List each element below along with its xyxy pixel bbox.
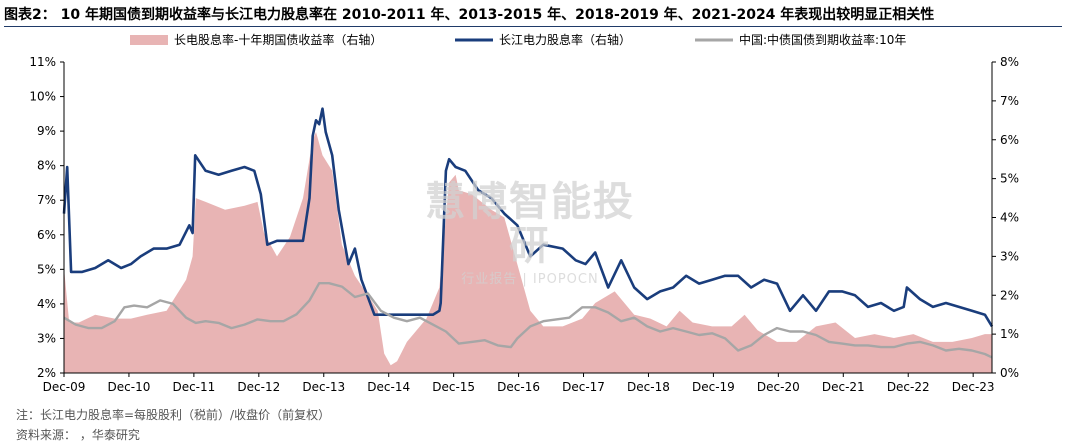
x-axis-tick-label: Dec-20 <box>757 380 800 394</box>
series-line-bond-yield <box>63 282 993 359</box>
x-axis-tick-label: Dec-17 <box>562 380 605 394</box>
x-axis-tick-label: Dec-22 <box>887 380 930 394</box>
left-axis-tick-label: 6% <box>37 228 56 242</box>
x-axis-tick-label: Dec-18 <box>627 380 670 394</box>
legend-label: 中国:中债国债到期收益率:10年 <box>739 32 906 47</box>
legend-label: 长江电力股息率（右轴） <box>499 32 631 47</box>
right-axis-tick-label: 6% <box>1000 133 1019 147</box>
series-lines-layer <box>62 107 994 359</box>
right-axis-tick-label: 0% <box>1000 366 1019 380</box>
x-axis-tick-label: Dec-16 <box>497 380 540 394</box>
figure-title: 图表2： 10 年期国债到期收益率与长江电力股息率在 2010-2011 年、2… <box>4 4 1062 27</box>
legend: 长电股息率-十年期国债收益率（右轴） 长江电力股息率（右轴） 中国:中债国债到期收益… <box>130 32 906 47</box>
right-axis-tick-label: 8% <box>1000 55 1019 69</box>
x-axis-tick-label: Dec-09 <box>43 380 86 394</box>
left-axis-tick-label: 11% <box>29 55 56 69</box>
right-axis-tick-label: 3% <box>1000 249 1019 263</box>
left-axis-tick-label: 8% <box>37 159 56 173</box>
left-axis-tick-label: 2% <box>37 366 56 380</box>
right-axis-tick-label: 5% <box>1000 172 1019 186</box>
right-axis-tick-label: 4% <box>1000 211 1019 225</box>
left-axis-tick-label: 5% <box>37 262 56 276</box>
left-axis-tick-label: 10% <box>29 90 56 104</box>
right-axis-tick-label: 1% <box>1000 327 1019 341</box>
right-axis-tick-label: 2% <box>1000 288 1019 302</box>
x-axis-tick-label: Dec-11 <box>172 380 215 394</box>
axes: 2% 3% 4% 5% 6% 7% 8% 9% 10% 11% 0% 1% 2% 3% 4% 5% 6% 7% 8%… <box>29 55 1019 394</box>
legend-label: 长电股息率-十年期国债收益率（右轴） <box>174 32 382 47</box>
footnote: 注：长江电力股息率=每股股利（税前）/收盘价（前复权） <box>16 408 331 422</box>
left-axis-tick-label: 7% <box>37 193 56 207</box>
left-axis-tick-label: 4% <box>37 297 56 311</box>
x-axis-tick-label: Dec-23 <box>952 380 995 394</box>
series-area-spread <box>64 132 992 373</box>
legend-swatch-spread <box>130 35 168 45</box>
series-line-dividend-yield <box>62 107 994 328</box>
x-axis-tick-label: Dec-15 <box>432 380 475 394</box>
x-axis-tick-label: Dec-10 <box>108 380 151 394</box>
spread-area-layer <box>64 132 992 373</box>
chart: 2% 3% 4% 5% 6% 7% 8% 9% 10% 11% 0% 1% 2% 3% 4% 5% 6% 7% 8%… <box>29 32 1019 394</box>
x-axis-tick-label: Dec-19 <box>692 380 735 394</box>
source-note: 资料来源： ，华泰研究 <box>16 428 140 442</box>
x-axis-tick-label: Dec-13 <box>302 380 345 394</box>
left-axis-tick-label: 9% <box>37 124 56 138</box>
x-axis-tick-label: Dec-12 <box>237 380 280 394</box>
left-axis-tick-label: 3% <box>37 331 56 345</box>
x-axis-tick-label: Dec-14 <box>367 380 410 394</box>
x-axis-tick-label: Dec-21 <box>822 380 865 394</box>
right-axis-tick-label: 7% <box>1000 94 1019 108</box>
